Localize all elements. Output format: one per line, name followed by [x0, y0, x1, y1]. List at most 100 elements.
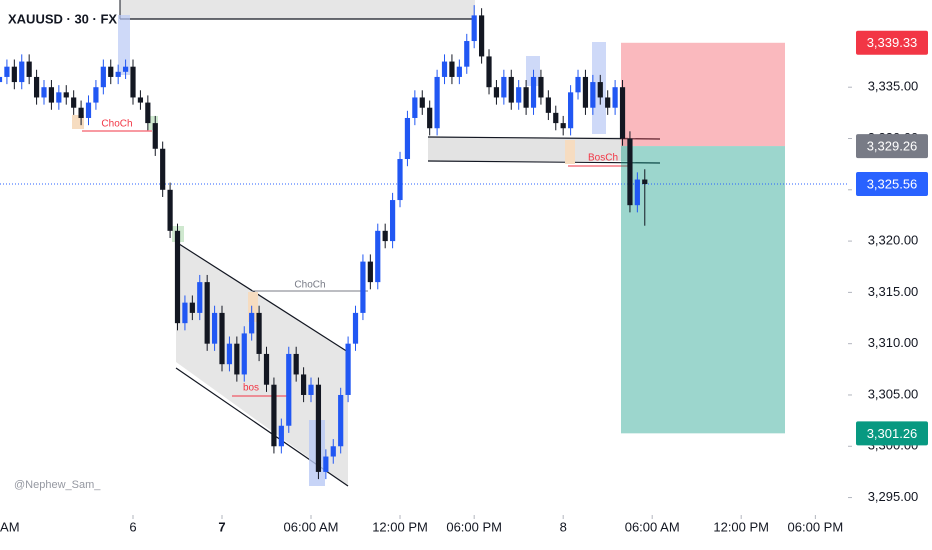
candle-body: [597, 82, 603, 98]
y-tick-label: 3,315.00: [868, 284, 919, 299]
candle-body: [4, 66, 10, 77]
candle-body: [486, 56, 492, 88]
candle-body: [427, 107, 433, 129]
candle-body: [93, 87, 99, 103]
x-tick-label: 06:00 AM: [284, 519, 339, 534]
candle-body: [538, 76, 544, 98]
candle-body: [0, 76, 3, 83]
candle-body: [568, 92, 574, 129]
candle-body: [449, 61, 455, 77]
y-tick-label: 3,335.00: [868, 79, 919, 94]
candle-body: [249, 312, 255, 334]
zone-box: [428, 137, 628, 161]
candle-body: [85, 102, 92, 118]
candle-body: [160, 148, 166, 190]
candle-body: [397, 159, 403, 201]
candle-body: [226, 343, 233, 365]
position-zones: [0, 42, 848, 434]
x-tick-label: 06:00 AM: [625, 519, 680, 534]
channel-fill: [176, 242, 348, 486]
candle-body: [130, 66, 136, 98]
drawings: ChoCh ChoCh bos BosCh: [72, 0, 661, 487]
stop-zone: [621, 42, 785, 147]
candle-body: [115, 71, 121, 77]
candle-body: [434, 76, 440, 129]
candle-body: [19, 61, 25, 83]
candle-body: [211, 312, 218, 344]
candle-body: [234, 343, 240, 375]
candle-body: [642, 179, 648, 185]
candle-body: [493, 87, 500, 98]
candle-body: [174, 230, 181, 324]
candle-body: [404, 117, 411, 160]
x-tick-label: 06:00 PM: [788, 519, 844, 534]
highlight: [148, 116, 158, 130]
candle-body: [501, 76, 507, 98]
candle-body: [278, 425, 284, 447]
candle-body: [108, 66, 114, 77]
candle-body: [122, 66, 129, 72]
candle-body: [26, 61, 32, 77]
candle-body: [360, 261, 366, 313]
candle-body: [605, 97, 611, 108]
price-label-box: [856, 30, 928, 55]
candle-body: [308, 384, 314, 395]
candle-body: [508, 76, 514, 103]
price-label: 3,325.56: [867, 176, 918, 191]
candle-body: [315, 384, 322, 472]
candle-body: [516, 87, 522, 103]
candle-body: [78, 107, 84, 118]
candle-body: [63, 92, 69, 98]
candle-body: [182, 302, 188, 324]
candle-body: [145, 102, 151, 124]
y-tick-label: 3,310.00: [868, 335, 919, 350]
candle-body: [575, 76, 581, 93]
x-tick-label: 8: [560, 519, 567, 534]
level-line: [427, 160, 661, 164]
price-label-box: [856, 134, 928, 159]
candle-body: [152, 123, 158, 149]
candle-body: [71, 97, 77, 108]
price-label: 3,301.26: [867, 426, 918, 441]
candle-body: [263, 353, 270, 385]
zone-box: [120, 0, 475, 19]
candle-body: [323, 456, 329, 472]
candle-body: [293, 353, 299, 375]
candle-body: [375, 230, 381, 283]
annotation: BosCh: [588, 153, 618, 164]
candle-body: [412, 97, 418, 118]
candle-body: [11, 66, 17, 83]
candle-body: [100, 66, 106, 88]
x-tick-label: 06:00 AM: [0, 519, 20, 534]
target-zone: [621, 146, 785, 434]
candle-body: [582, 76, 589, 108]
candle-body: [345, 343, 351, 395]
candle-body: [41, 87, 47, 98]
candle-body: [33, 76, 40, 98]
candle-body: [530, 76, 537, 108]
candle-body: [634, 179, 640, 206]
candle-body: [553, 112, 559, 124]
candle-body: [56, 92, 62, 103]
highlight: [565, 140, 575, 164]
candle-body: [612, 87, 618, 108]
candle-body: [627, 138, 633, 206]
candle-body: [479, 15, 485, 57]
price-label: 3,329.26: [867, 139, 918, 154]
candle-body: [271, 384, 277, 447]
candle-body: [204, 282, 210, 344]
y-tick-label: 3,295.00: [868, 489, 919, 504]
candle-body: [560, 123, 566, 129]
highlight: [248, 292, 258, 322]
x-tick-label: 12:00 PM: [372, 519, 428, 534]
level-line: [427, 136, 661, 140]
axes: 3,295.003,300.003,305.003,310.003,315.00…: [0, 30, 928, 534]
x-tick-label: 12:00 PM: [713, 519, 769, 534]
x-tick-label: 7: [218, 519, 225, 534]
watermark: @Nephew_Sam_: [14, 479, 101, 491]
candle-body: [241, 333, 247, 375]
candle-body: [590, 82, 596, 108]
price-label: 3,339.33: [867, 35, 918, 50]
candle-body: [189, 302, 195, 313]
annotation: bos: [243, 383, 259, 394]
